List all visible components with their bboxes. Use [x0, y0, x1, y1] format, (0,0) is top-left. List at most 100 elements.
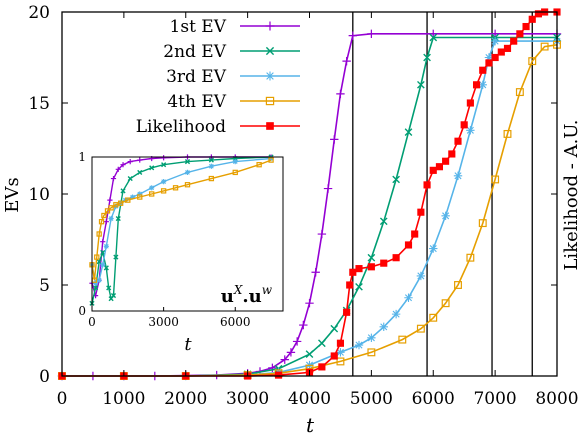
legend-entry-3rd-ev: 3rd EV [166, 67, 300, 87]
legend-label: 1st EV [170, 17, 227, 37]
main-4th-ev-point [478, 219, 487, 228]
main-likelihood-point [510, 37, 518, 45]
y-axis-label: EVs [2, 177, 23, 212]
x-axis-label: t [306, 413, 315, 437]
main-tick-labels: 0 1000 2000 3000 4000 5000 6000 7000 80000510152… [28, 3, 578, 409]
main-1st-ev-point [311, 268, 320, 277]
main-2nd-ev-point [330, 324, 339, 333]
x-tick-label: 2000 [164, 389, 207, 409]
main-4th-ev-point [398, 335, 407, 344]
main-likelihood-point [346, 281, 354, 289]
inset-1st-ev-point [110, 175, 117, 182]
main-1st-ev-point [299, 320, 308, 330]
inset-4th-ev-point [184, 182, 191, 188]
inset-3rd-ev-point [184, 169, 191, 175]
inset-3rd-ev-point [103, 243, 109, 249]
inset-4th-ev-point [113, 202, 119, 208]
main-3rd-ev-point [478, 80, 487, 89]
y-tick-label: 10 [28, 185, 50, 205]
main-4th-ev-line [62, 44, 558, 377]
main-likelihood-point [318, 363, 326, 371]
x-tick-label: 4000 [288, 389, 331, 409]
main-3rd-ev-point [490, 36, 500, 46]
inset-3rd-ev-point [92, 280, 99, 286]
inset-2nd-ev-point [93, 285, 99, 291]
x-tick-label: 7000 [473, 389, 516, 409]
legend-label: Likelihood [136, 117, 226, 137]
main-2nd-ev-point [305, 350, 314, 359]
main-4th-ev-point [503, 129, 512, 138]
inset-4th-ev-point [94, 254, 100, 260]
main-1st-ev-point [286, 348, 296, 357]
main-likelihood-point [454, 137, 462, 145]
main-4th-ev-point [515, 88, 524, 97]
y-tick-label: 15 [28, 94, 50, 114]
legend-entry-likelihood: Likelihood [136, 117, 300, 137]
inset-4th-ev-point [96, 231, 102, 237]
inset-4th-ev-point [125, 197, 131, 203]
main-1st-ev-point [336, 89, 345, 99]
phase-boundary-lines [352, 12, 533, 376]
main-1st-ev-point [317, 229, 327, 239]
inset-4th-ev-point [160, 188, 167, 194]
main-likelihood-point [411, 230, 419, 238]
main-4th-ev-point [454, 281, 462, 289]
main-4th-ev-point [367, 348, 376, 357]
main-likelihood-point [355, 265, 363, 273]
main-2nd-ev-point [355, 282, 363, 291]
inset-y-tick-label: 1 [78, 150, 86, 164]
main-likelihood-point [435, 163, 444, 171]
inset-4th-ev-series [89, 157, 274, 283]
inset-frame [91, 156, 284, 312]
main-likelihood-point [485, 59, 493, 67]
inset-1st-ev-point [127, 159, 133, 165]
main-likelihood-point [472, 81, 481, 89]
inset-1st-ev-point [107, 197, 113, 203]
main-1st-ev-point [348, 31, 358, 40]
main-2nd-ev-point [379, 217, 388, 226]
inset-3rd-ev-point [96, 277, 102, 283]
inset-4th-ev-point [172, 185, 179, 191]
main-likelihood-point [534, 10, 543, 18]
main-4th-ev-series [58, 40, 561, 380]
main-4th-ev-point [429, 313, 438, 322]
inset-2nd-ev-point [161, 162, 167, 168]
x-tick-label: 3000 [226, 389, 269, 409]
main-3rd-ev-point [336, 348, 345, 357]
legend-marker [265, 21, 275, 31]
inset-1st-ev-point [137, 157, 143, 163]
legend-marker [265, 71, 275, 81]
main-likelihood-point [330, 352, 338, 360]
main-3rd-ev-point [367, 333, 376, 342]
inset-2nd-ev-point [184, 159, 191, 165]
main-series-group [57, 8, 562, 381]
main-3rd-ev-point [484, 53, 494, 62]
inset-4th-ev-point [98, 219, 105, 225]
main-likelihood-point [528, 15, 536, 23]
inset-3rd-ev-point [108, 216, 114, 222]
legend-entry-4th-ev: 4th EV [167, 92, 300, 112]
main-3rd-ev-point [441, 211, 450, 221]
main-likelihood-point [448, 150, 456, 158]
main-4th-ev-point [336, 357, 345, 366]
inset-3rd-ev-point [149, 185, 155, 191]
inset-axis-ticks: 0 3000 6000 0 1 [78, 150, 250, 329]
inset-y-tick-label: 0 [78, 304, 86, 318]
x-tick-label: 8000 [535, 389, 578, 409]
legend-marker [265, 46, 275, 56]
main-likelihood-point [516, 30, 524, 38]
main-likelihood-point [404, 241, 413, 249]
inset-2nd-ev-point [149, 165, 155, 171]
inset-1st-ev-point [100, 239, 106, 245]
main-likelihood-point [367, 263, 375, 271]
inset-2nd-ev-point [120, 188, 126, 194]
inset-2nd-ev-point [115, 216, 121, 222]
inset-3rd-ev-point [208, 163, 214, 169]
main-3rd-ev-point [391, 309, 401, 319]
main-3rd-ev-point [466, 126, 475, 135]
main-likelihood-point [429, 166, 437, 174]
legend-label: 3rd EV [166, 67, 227, 87]
inset-3rd-ev-point [137, 191, 143, 197]
inset-annotation-u1: u [221, 286, 234, 307]
main-2nd-ev-point [367, 253, 376, 262]
